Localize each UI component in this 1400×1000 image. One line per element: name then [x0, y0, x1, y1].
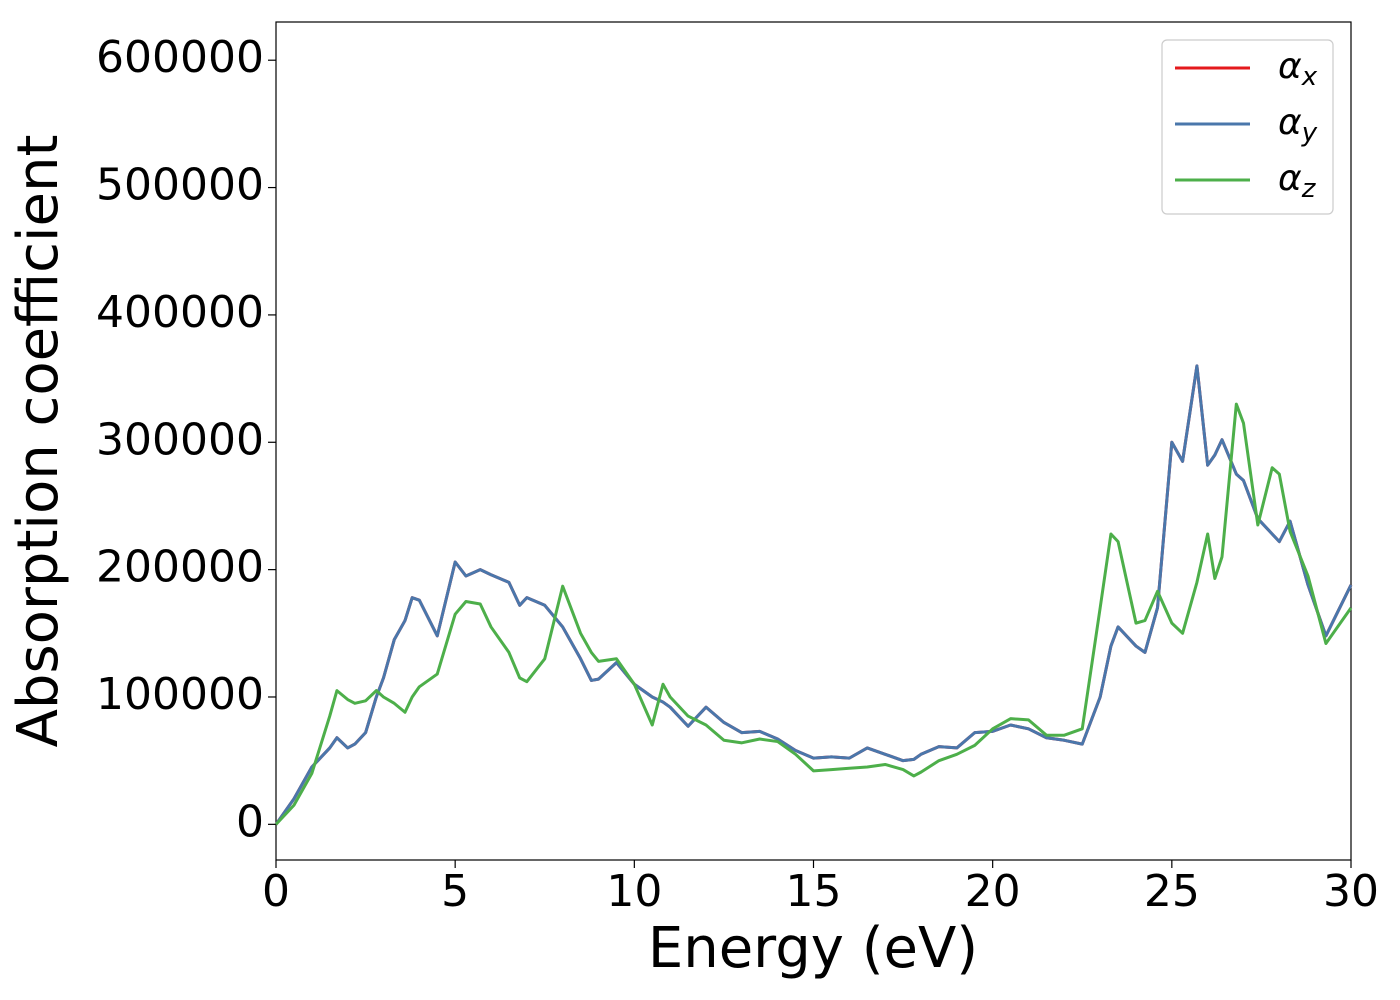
- x-tick-label: 20: [965, 866, 1021, 917]
- legend-label: αx: [1278, 46, 1318, 92]
- x-tick-label: 10: [606, 866, 662, 917]
- x-tick-label: 15: [786, 866, 842, 917]
- legend-label: αz: [1278, 158, 1317, 204]
- legend-label: αy: [1278, 102, 1318, 148]
- x-tick-label: 25: [1144, 866, 1200, 917]
- y-tick-label: 600000: [96, 32, 264, 83]
- y-tick-label: 100000: [96, 669, 264, 720]
- y-axis-label: Absorption coefficient: [6, 135, 71, 748]
- y-tick-label: 200000: [96, 542, 264, 593]
- y-tick-label: 300000: [96, 414, 264, 465]
- x-tick-label: 30: [1323, 866, 1379, 917]
- x-tick-label: 0: [262, 866, 290, 917]
- y-tick-label: 500000: [96, 160, 264, 211]
- y-tick-label: 0: [236, 796, 264, 847]
- x-tick-label: 5: [441, 866, 469, 917]
- series-line: [274, 402, 1353, 826]
- x-axis-label: Energy (eV): [648, 916, 978, 981]
- legend: αx αy αz: [1161, 39, 1334, 215]
- series-line: [274, 364, 1353, 826]
- y-tick-label: 400000: [96, 287, 264, 338]
- legend-box: [1161, 39, 1334, 215]
- series-line: [274, 364, 1353, 826]
